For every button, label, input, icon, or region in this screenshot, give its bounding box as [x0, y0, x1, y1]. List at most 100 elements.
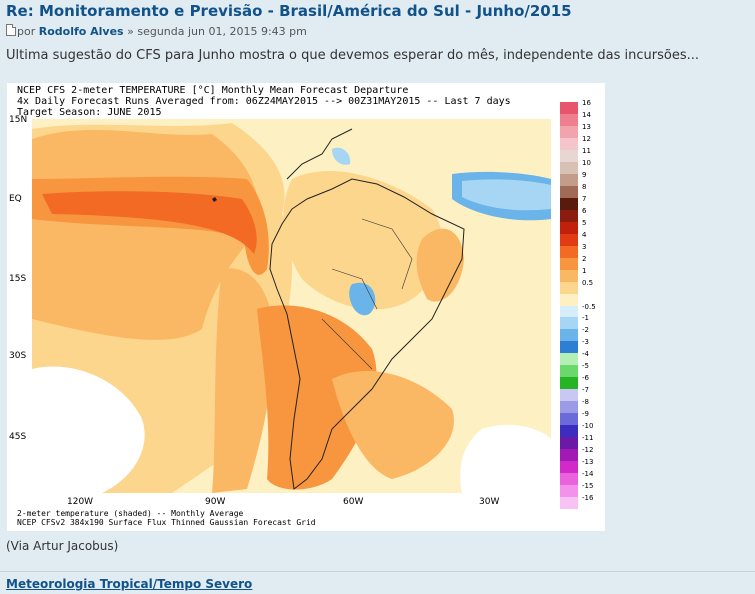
colorbar-entry: -12: [560, 446, 601, 462]
colorbar-label: 10: [582, 158, 591, 167]
colorbar-entry: 8: [560, 182, 601, 198]
colorbar-label: -7: [582, 386, 589, 395]
colorbar-label: -6: [582, 374, 589, 383]
divider: [0, 571, 755, 572]
colorbar-swatch: [560, 293, 578, 306]
colorbar-label: -16: [582, 494, 594, 503]
colorbar-label: -11: [582, 434, 594, 443]
colorbar-swatch: [560, 233, 578, 246]
colorbar-label: 5: [582, 218, 587, 227]
colorbar-label: 8: [582, 182, 587, 191]
colorbar-entry: -5: [560, 362, 601, 378]
colorbar-entry: -3: [560, 338, 601, 354]
colorbar-swatch: [560, 425, 578, 438]
colorbar-swatch: [560, 281, 578, 294]
post-body-text: Ultima sugestão do CFS para Junho mostra…: [6, 48, 699, 63]
lat-label: 30S: [9, 351, 27, 361]
colorbar-swatch: [560, 353, 578, 366]
lat-label: 15N: [9, 115, 28, 125]
colorbar-swatch: [560, 485, 578, 498]
lon-label: 60W: [343, 497, 364, 507]
colorbar-swatch: [560, 305, 578, 318]
colorbar-label: 1: [582, 266, 587, 275]
colorbar-entry: -2: [560, 326, 601, 342]
colorbar-swatch: [560, 125, 578, 138]
colorbar-swatch: [560, 137, 578, 150]
colorbar-entry: 6: [560, 206, 601, 222]
colorbar-label: -4: [582, 350, 589, 359]
figure-footer-line-2: NCEP CFSv2 384x190 Surface Flux Thinned …: [17, 518, 316, 527]
post-icon: [6, 24, 16, 36]
colorbar-label: -15: [582, 482, 594, 491]
colorbar-label: 14: [582, 110, 591, 119]
colorbar-label: -1: [582, 314, 589, 323]
colorbar-entry: -9: [560, 410, 601, 426]
colorbar-swatch: [560, 209, 578, 222]
colorbar-swatch: [560, 197, 578, 210]
colorbar-entry: -15: [560, 482, 601, 498]
colorbar-label: 0.5: [582, 278, 594, 287]
colorbar-label: -8: [582, 398, 589, 407]
figure-footer-line-1: 2-meter temperature (shaded) -- Monthly …: [17, 509, 244, 518]
colorbar-label: 6: [582, 206, 587, 215]
colorbar-label: 11: [582, 146, 591, 155]
colorbar-entry: 3: [560, 242, 601, 258]
colorbar-entry: -6: [560, 374, 601, 390]
author-link[interactable]: Rodolfo Alves: [38, 25, 124, 38]
temperature-anomaly-map: [32, 119, 551, 493]
lat-label: 15S: [9, 274, 27, 284]
colorbar-swatch: [560, 113, 578, 126]
via-credit: (Via Artur Jacobus): [6, 539, 119, 553]
colorbar-entry: -13: [560, 458, 601, 474]
colorbar-swatch: [560, 389, 578, 402]
colorbar-entry: 1: [560, 266, 601, 282]
colorbar-swatch: [560, 497, 578, 510]
figure-footer: 2-meter temperature (shaded) -- Monthly …: [17, 509, 316, 527]
colorbar-entry: 5: [560, 218, 601, 234]
colorbar-swatch: [560, 413, 578, 426]
forum-link[interactable]: Meteorologia Tropical/Tempo Severo: [6, 577, 253, 591]
lon-label: 120W: [67, 497, 94, 507]
colorbar-swatch: [560, 401, 578, 414]
lon-label: 30W: [479, 497, 500, 507]
colorbar-label: 4: [582, 230, 587, 239]
colorbar-label: -0.5: [582, 302, 596, 311]
figure-header-line-2: 4x Daily Forecast Runs Averaged from: 06…: [17, 96, 511, 107]
colorbar-swatch: [560, 449, 578, 462]
forecast-map-image: NCEP CFS 2-meter TEMPERATURE [°C] Monthl…: [7, 83, 605, 531]
colorbar-entry: 13: [560, 123, 601, 138]
colorbar-entry: 12: [560, 135, 601, 150]
figure-header: NCEP CFS 2-meter TEMPERATURE [°C] Monthl…: [17, 85, 511, 118]
colorbar-entry: 16: [560, 99, 601, 114]
colorbar-label: -3: [582, 338, 589, 347]
colorbar-label: 9: [582, 170, 587, 179]
colorbar-swatch: [560, 473, 578, 486]
colorbar-label: -12: [582, 446, 594, 455]
post-author-line: por Rodolfo Alves » segunda jun 01, 2015…: [6, 24, 307, 38]
colorbar-swatch: [560, 221, 578, 234]
colorbar-entry: 11: [560, 146, 601, 162]
colorbar-entry: -7: [560, 386, 601, 402]
colorbar-label: 7: [582, 194, 587, 203]
colorbar-swatch: [560, 437, 578, 450]
colorbar-entry: -0.5: [560, 302, 601, 318]
lat-label: 45S: [9, 432, 27, 442]
colorbar-swatch: [560, 317, 578, 330]
colorbar-swatch: [560, 257, 578, 270]
figure-header-line-1: NCEP CFS 2-meter TEMPERATURE [°C] Monthl…: [17, 85, 409, 96]
colorbar-label: -13: [582, 458, 594, 467]
colorbar-swatch: [560, 365, 578, 378]
colorbar-label: 3: [582, 242, 587, 251]
colorbar-label: -10: [582, 422, 594, 431]
colorbar-entry: [560, 293, 601, 306]
colorbar-swatch: [560, 461, 578, 474]
post-title[interactable]: Re: Monitoramento e Previsão - Brasil/Am…: [6, 2, 572, 20]
colorbar-entry: 9: [560, 170, 601, 186]
colorbar-entry: 2: [560, 255, 601, 270]
colorbar-entry: -14: [560, 470, 601, 486]
colorbar-label: -9: [582, 410, 589, 419]
colorbar-entry: 7: [560, 194, 601, 210]
colorbar-label: -2: [582, 326, 589, 335]
lat-label: EQ: [9, 194, 22, 204]
colorbar-entry: -8: [560, 398, 601, 414]
